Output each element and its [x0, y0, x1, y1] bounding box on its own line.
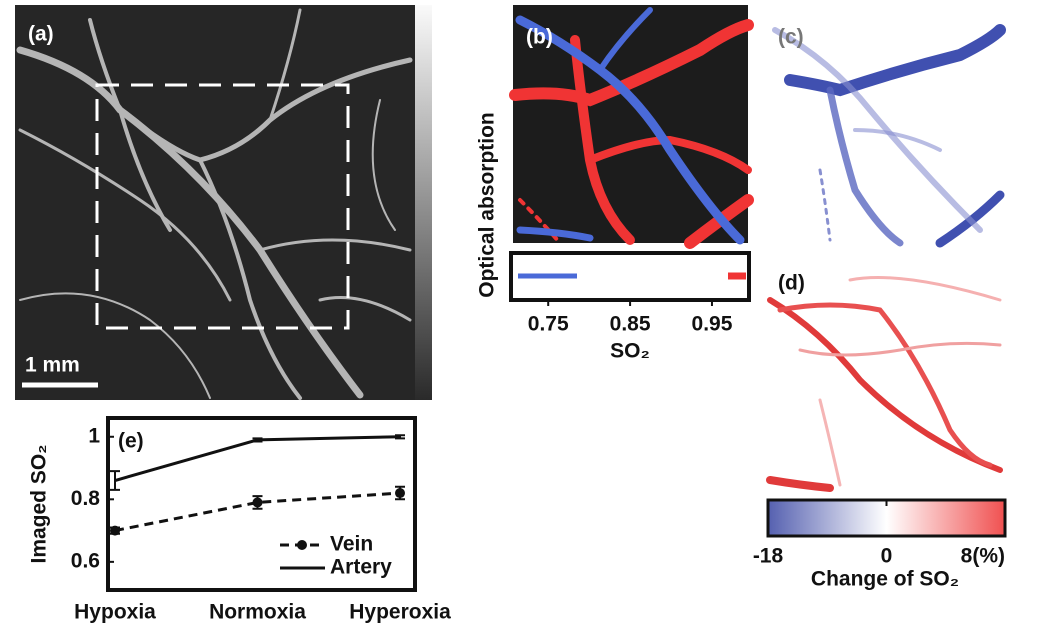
panel-label: (b): [526, 26, 553, 49]
gray-colorbar: [415, 5, 432, 400]
panel-d: (d) Change of SO₂: [765, 250, 1007, 591]
axis-label: SO₂: [610, 340, 650, 363]
panel-b: (b) SO₂: [509, 5, 754, 363]
x-tick-label: Hyperoxia: [349, 601, 451, 624]
tick-label: 0.85: [610, 313, 651, 336]
roi-box: [95, 83, 350, 330]
legend-label: Artery: [330, 556, 392, 579]
scale-bar-label: 1 mm: [25, 354, 80, 377]
panel-c: (c): [765, 5, 1006, 248]
marker: [395, 488, 405, 499]
legend-label: Vein: [330, 533, 373, 556]
x-tick-label: Hypoxia: [74, 601, 156, 624]
vessels-d: [766, 276, 1003, 492]
panel-a: 1 mm (a) Optical absorption: [15, 5, 499, 400]
legend-marker: [297, 540, 307, 550]
tick-label: 0: [881, 545, 893, 568]
y-tick-label: 1: [88, 424, 100, 447]
tick-label: 0.95: [692, 313, 733, 336]
panel-label: (d): [778, 272, 805, 295]
error-bar: [252, 437, 263, 443]
panel-label: (c): [778, 26, 804, 49]
error-bar: [395, 434, 405, 440]
y-tick-label: 0.6: [71, 549, 100, 572]
image-a: [15, 5, 415, 400]
marker: [252, 497, 263, 508]
series-line: [114, 491, 401, 533]
colorbar-label: Optical absorption: [476, 112, 499, 298]
vessels-a: [16, 8, 413, 400]
colorbar-label: Change of SO₂: [811, 568, 959, 591]
vessels-b: [509, 7, 754, 249]
y-tick-label: 0.8: [71, 487, 101, 510]
y-axis-label: Imaged SO₂: [28, 444, 51, 563]
error-bar: [110, 470, 120, 491]
tick-label: 8(%): [961, 545, 1005, 568]
panel-label: (a): [28, 23, 54, 46]
tick-label: 0.75: [528, 313, 569, 336]
x-tick-label: Normoxia: [209, 601, 306, 624]
vessels-c: [772, 24, 1006, 248]
panel-label: (e): [118, 430, 144, 453]
marker: [110, 525, 120, 536]
tick-label: -18: [753, 545, 784, 568]
